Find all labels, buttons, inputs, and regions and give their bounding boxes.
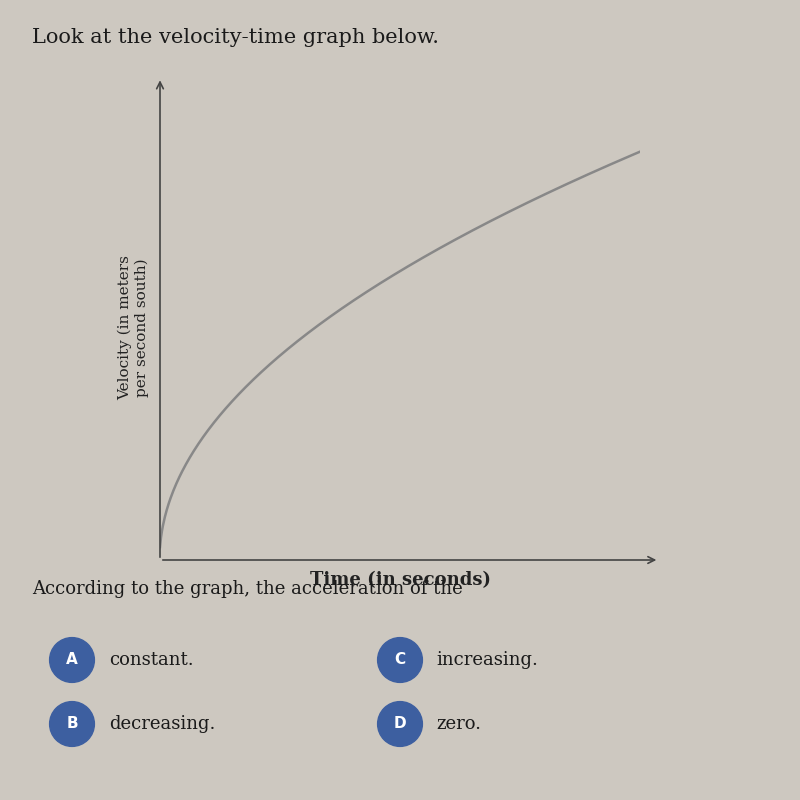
- Text: A: A: [66, 653, 78, 667]
- Text: According to the graph, the acceleration of the: According to the graph, the acceleration…: [32, 580, 462, 598]
- Text: D: D: [394, 717, 406, 731]
- Text: Look at the velocity-time graph below.: Look at the velocity-time graph below.: [32, 28, 439, 47]
- Text: increasing.: increasing.: [437, 651, 538, 669]
- Text: B: B: [66, 717, 78, 731]
- Text: constant.: constant.: [109, 651, 194, 669]
- Text: decreasing.: decreasing.: [109, 715, 215, 733]
- Y-axis label: Velocity (in meters
per second south): Velocity (in meters per second south): [118, 255, 149, 401]
- X-axis label: Time (in seconds): Time (in seconds): [310, 571, 490, 589]
- Text: zero.: zero.: [437, 715, 482, 733]
- Text: C: C: [394, 653, 406, 667]
